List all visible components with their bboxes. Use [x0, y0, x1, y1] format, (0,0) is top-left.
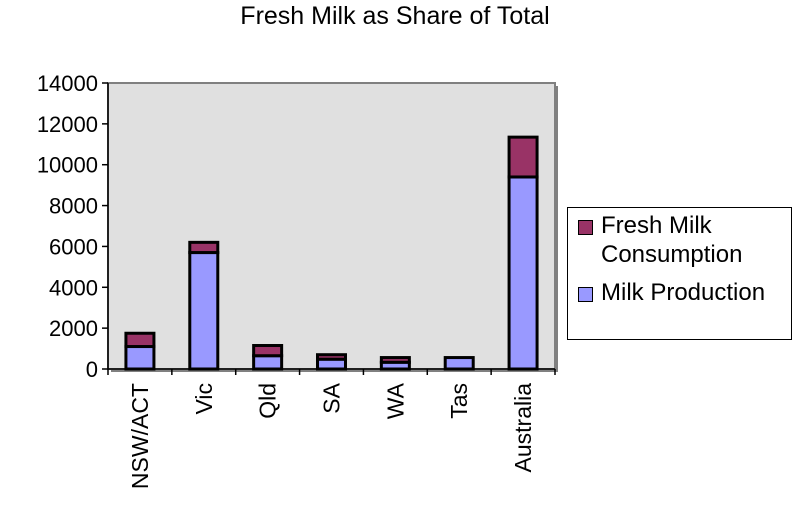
legend-item-milk-production: Milk Production [578, 278, 781, 307]
legend-label-milk-production: Milk Production [601, 279, 766, 306]
bar-milk-production [124, 345, 156, 371]
plot-area [107, 82, 556, 370]
bar-fresh-milk-consumption [124, 331, 156, 349]
legend: Fresh Milk Consumption Milk Production [567, 207, 792, 340]
bar-milk-production [252, 354, 284, 371]
y-tick-label: 0 [86, 357, 98, 382]
x-category-label: WA [382, 382, 408, 419]
bar-fresh-milk-consumption [379, 356, 411, 364]
y-tick-label: 12000 [37, 112, 98, 137]
legend-swatch-fresh-milk-consumption [578, 220, 593, 235]
y-tick-label: 10000 [37, 153, 98, 178]
bar-fresh-milk-consumption [507, 135, 539, 179]
y-tick-label: 2000 [49, 316, 98, 341]
bar-fresh-milk-consumption [252, 344, 284, 358]
x-category-label: NSW/ACT [127, 383, 153, 489]
x-category-label: Australia [510, 383, 536, 473]
legend-swatch-milk-production [578, 287, 593, 302]
legend-item-fresh-milk-consumption: Fresh Milk Consumption [578, 211, 781, 269]
legend-label-fresh-milk-consumption: Fresh Milk Consumption [601, 212, 743, 268]
y-tick-label: 4000 [49, 275, 98, 300]
bar-fresh-milk-consumption [188, 240, 220, 255]
x-category-label: Vic [191, 383, 217, 415]
y-tick-label: 8000 [49, 194, 98, 219]
chart-title: Fresh Milk as Share of Total [240, 2, 550, 30]
x-category-label: SA [319, 382, 345, 413]
bar-milk-production [507, 175, 539, 371]
y-tick-label: 6000 [49, 234, 98, 259]
y-axis: 0 2000 4000 6000 8000 10000 12000 14000 [37, 71, 109, 382]
x-category-label: Qld [255, 383, 281, 419]
x-category-label: Tas [446, 383, 472, 419]
bar-milk-production [443, 356, 475, 371]
y-tick-label: 14000 [37, 71, 98, 96]
bar-fresh-milk-consumption [316, 353, 347, 361]
x-axis: NSW/ACT Vic Qld SA WA Tas Australia [107, 368, 556, 489]
bar-milk-production [188, 251, 220, 371]
